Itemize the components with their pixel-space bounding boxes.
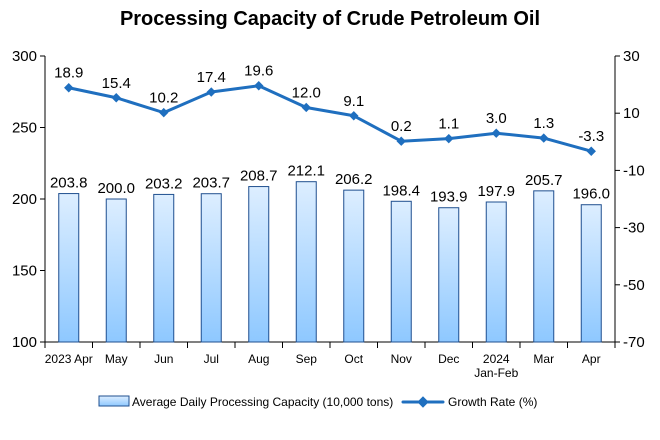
bar — [485, 201, 507, 343]
bar — [248, 186, 270, 343]
growth-rate-point — [301, 102, 311, 113]
growth-rate-point — [111, 93, 121, 103]
x-axis-label: Sep — [296, 352, 318, 366]
bar — [200, 193, 222, 343]
bar — [580, 204, 602, 343]
x-axis-label: Oct — [344, 352, 363, 366]
left-axis-tick-label: 150 — [12, 263, 37, 280]
growth-rate-point — [254, 81, 264, 91]
chart-title: Processing Capacity of Crude Petroleum O… — [120, 8, 540, 30]
left-axis-tick-label: 100 — [12, 334, 37, 351]
right-axis-tick-label: 30 — [623, 48, 640, 65]
bar — [58, 193, 80, 343]
bar-value-label: 198.4 — [382, 182, 420, 199]
bar — [295, 181, 317, 343]
bar-value-label: 203.7 — [192, 175, 230, 192]
growth-rate-value-label: 1.3 — [533, 115, 554, 132]
growth-rate-point — [586, 146, 596, 156]
right-axis-tick-label: -30 — [623, 220, 645, 237]
bar-value-label: 203.8 — [50, 175, 88, 192]
legend: Average Daily Processing Capacity (10,00… — [98, 395, 537, 409]
right-axis-tick-label: 10 — [623, 105, 640, 122]
growth-rate-value-label: 19.6 — [244, 63, 273, 80]
bar-value-label: 208.7 — [240, 168, 278, 185]
x-axis-label: Jun — [154, 352, 173, 366]
growth-rate-value-label: 17.4 — [197, 69, 226, 86]
x-axis-label: Jan-Feb — [474, 366, 518, 380]
bar-value-label: 205.7 — [525, 172, 563, 189]
left-axis-tick-label: 200 — [12, 191, 37, 208]
x-axis-label: Apr — [582, 352, 601, 366]
growth-rate-value-label: 1.1 — [438, 116, 459, 133]
legend-bar-swatch — [98, 395, 130, 407]
x-axis-label: 2024 — [483, 352, 510, 366]
x-axis-label: Mar — [533, 352, 554, 366]
growth-rate-line — [67, 84, 593, 153]
left-axis-tick-label: 300 — [12, 48, 37, 65]
right-axis-tick-label: -50 — [623, 277, 645, 294]
x-axis-label: Nov — [391, 352, 412, 366]
bar-value-label: 203.2 — [145, 175, 183, 192]
bar — [153, 193, 175, 343]
x-axis-label: May — [105, 352, 128, 366]
growth-rate-point — [159, 107, 169, 118]
right-axis-tick-label: -70 — [623, 334, 645, 351]
left-axis-tick-label: 250 — [12, 120, 37, 137]
legend-line-label: Growth Rate (%) — [448, 395, 537, 409]
growth-rate-point — [64, 83, 74, 93]
growth-rate-value-label: 10.2 — [149, 90, 178, 107]
growth-rate-value-label: -3.3 — [578, 128, 604, 145]
growth-rate-point — [539, 133, 549, 143]
bar — [105, 198, 127, 343]
growth-rate-point — [206, 87, 216, 97]
growth-rate-point — [444, 133, 454, 144]
bar-value-label: 196.0 — [572, 186, 610, 203]
growth-rate-value-label: 18.9 — [54, 65, 83, 82]
growth-rate-value-label: 9.1 — [343, 93, 364, 110]
bar-value-label: 193.9 — [430, 189, 468, 206]
bar-value-label: 197.9 — [477, 183, 515, 200]
x-axis-label: Aug — [248, 352, 269, 366]
legend-bar-label: Average Daily Processing Capacity (10,00… — [132, 395, 393, 409]
bar — [438, 207, 460, 343]
bar-value-label: 212.1 — [287, 163, 325, 180]
plot-layer: 100 150 200 250 300 -70 -50 -30 -10 10 30 203.8 200.… — [12, 48, 645, 380]
bar — [343, 189, 365, 343]
growth-rate-value-label: 3.0 — [486, 110, 507, 127]
right-axis-tick-label: -10 — [623, 162, 645, 179]
x-axis-label: 2023 Apr — [45, 352, 93, 366]
growth-rate-value-label: 15.4 — [102, 75, 131, 92]
bar — [390, 200, 412, 343]
bar — [533, 190, 555, 343]
bar-value-label: 200.0 — [97, 180, 135, 197]
x-axis-label: Dec — [438, 352, 459, 366]
x-axis-label: Jul — [204, 352, 219, 366]
growth-rate-point — [396, 136, 406, 146]
growth-rate-point — [491, 128, 501, 138]
growth-rate-value-label: 12.0 — [292, 84, 321, 101]
bar-value-label: 206.2 — [335, 171, 373, 188]
legend-line-marker — [417, 396, 429, 408]
growth-rate-point — [349, 111, 359, 121]
growth-rate-value-label: 0.2 — [391, 118, 412, 135]
